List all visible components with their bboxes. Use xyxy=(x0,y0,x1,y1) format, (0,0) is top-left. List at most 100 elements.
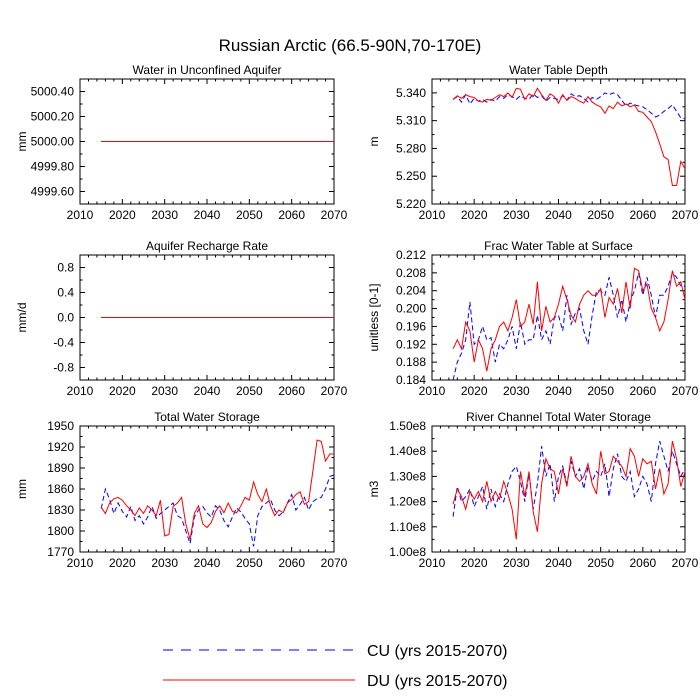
x-tick-label: 2030 xyxy=(151,384,178,398)
y-tick-label: 1.40e8 xyxy=(389,444,426,458)
panel-water-in-unconfined-aquifer: Water in Unconfined Aquifer 2010 2020 2030 2… xyxy=(15,63,348,222)
y-tick-label: 5000.00 xyxy=(31,135,75,149)
x-tick-label: 2010 xyxy=(419,556,446,570)
y-tick-label: 1800 xyxy=(47,524,74,538)
x-tick-label: 2060 xyxy=(629,556,656,570)
x-tick-label: 2070 xyxy=(672,556,699,570)
x-tick-label: 2040 xyxy=(194,384,221,398)
y-tick-label: 1920 xyxy=(47,440,74,454)
series-line-du xyxy=(100,439,334,540)
x-tick-label: 2060 xyxy=(629,384,656,398)
x-tick-label: 2010 xyxy=(67,208,94,222)
x-tick-label: 2020 xyxy=(461,384,488,398)
series-line-du xyxy=(452,267,686,372)
x-tick-label: 2040 xyxy=(545,556,572,570)
panels-container: Water in Unconfined Aquifer 2010 2020 2030 2… xyxy=(15,63,699,570)
x-tick-label: 2040 xyxy=(194,208,221,222)
x-tick-label: 2030 xyxy=(503,384,530,398)
y-tick-label: 1.50e8 xyxy=(389,419,426,433)
x-tick-label: 2020 xyxy=(461,556,488,570)
y-tick-label: 0.196 xyxy=(396,319,426,333)
panel-frac-water-table-at-surface: Frac Water Table at Surface 2010 2020 2030 2… xyxy=(367,239,699,398)
x-tick-label: 2040 xyxy=(194,556,221,570)
x-tick-label: 2060 xyxy=(278,556,305,570)
x-tick-label: 2050 xyxy=(236,556,263,570)
x-tick-label: 2070 xyxy=(672,208,699,222)
plot-frame xyxy=(431,78,686,205)
plot-frame xyxy=(79,425,335,553)
y-axis-label: m3 xyxy=(367,480,381,497)
y-tick-label: 1.30e8 xyxy=(389,469,426,483)
y-tick-label: 0.204 xyxy=(396,284,426,298)
x-tick-label: 2010 xyxy=(67,556,94,570)
y-tick-label: 0.208 xyxy=(396,266,426,280)
x-tick-label: 2030 xyxy=(151,556,178,570)
x-tick-label: 2010 xyxy=(67,384,94,398)
y-tick-label: -0.4 xyxy=(53,336,74,350)
x-tick-label: 2070 xyxy=(321,556,348,570)
panel-title: River Channel Total Water Storage xyxy=(466,410,651,424)
y-tick-label: 5.310 xyxy=(396,114,426,128)
y-tick-label: 5000.40 xyxy=(31,85,75,99)
y-tick-label: 0.212 xyxy=(396,248,426,262)
legend-label-du: DU (yrs 2015-2070) xyxy=(367,673,508,690)
panel-title: Water in Unconfined Aquifer xyxy=(133,63,282,77)
legend: CU (yrs 2015-2070) DU (yrs 2015-2070) xyxy=(163,643,508,690)
series-line-cu xyxy=(452,440,686,517)
y-tick-label: 4999.60 xyxy=(31,185,75,199)
x-tick-label: 2010 xyxy=(419,384,446,398)
y-tick-label: 0.188 xyxy=(396,355,426,369)
y-axis-label: mm/d xyxy=(15,303,29,333)
x-tick-label: 2030 xyxy=(503,556,530,570)
panel-water-table-depth: Water Table Depth 2010 2020 2030 2040 2050 206… xyxy=(367,63,699,222)
y-axis-label: mm xyxy=(15,132,29,152)
y-axis-label: mm xyxy=(15,479,29,499)
y-tick-label: 1.20e8 xyxy=(389,495,426,509)
y-tick-label: 5.280 xyxy=(396,141,426,155)
x-tick-label: 2060 xyxy=(278,208,305,222)
series-line-du xyxy=(452,87,686,186)
y-tick-label: 5.220 xyxy=(396,197,426,211)
y-tick-label: 0.4 xyxy=(57,286,74,300)
legend-label-cu: CU (yrs 2015-2070) xyxy=(367,643,508,660)
series-line-du xyxy=(452,440,686,540)
series-line-cu xyxy=(452,92,686,120)
x-tick-label: 2070 xyxy=(672,384,699,398)
y-tick-label: 1950 xyxy=(47,419,74,433)
y-tick-label: 1890 xyxy=(47,461,74,475)
plot-frame xyxy=(431,425,686,553)
y-tick-label: -0.8 xyxy=(53,361,74,375)
y-tick-label: 4999.80 xyxy=(31,160,75,174)
y-axis-label: unitless [0-1] xyxy=(367,283,381,351)
x-tick-label: 2040 xyxy=(545,384,572,398)
x-tick-label: 2020 xyxy=(109,384,136,398)
y-tick-label: 0.8 xyxy=(57,261,74,275)
figure-title: Russian Arctic (66.5-90N,70-170E) xyxy=(219,36,482,55)
y-axis-label: m xyxy=(367,137,381,147)
panel-title: Water Table Depth xyxy=(509,63,608,77)
x-tick-label: 2050 xyxy=(236,384,263,398)
x-tick-label: 2050 xyxy=(587,208,614,222)
x-tick-label: 2070 xyxy=(321,208,348,222)
x-tick-label: 2050 xyxy=(587,384,614,398)
y-tick-label: 1860 xyxy=(47,482,74,496)
plot-frame xyxy=(431,254,686,381)
panel-title: Total Water Storage xyxy=(154,410,260,424)
x-tick-label: 2020 xyxy=(461,208,488,222)
series-line-cu xyxy=(100,474,335,547)
x-tick-label: 2050 xyxy=(236,208,263,222)
panel-aquifer-recharge-rate: Aquifer Recharge Rate 2010 2020 2030 2040 205… xyxy=(15,239,348,398)
y-tick-label: 5.250 xyxy=(396,169,426,183)
x-tick-label: 2030 xyxy=(503,208,530,222)
y-tick-label: 1830 xyxy=(47,503,74,517)
y-tick-label: 0.184 xyxy=(396,373,426,387)
series-line-cu xyxy=(452,271,685,381)
y-tick-label: 1770 xyxy=(47,545,74,559)
x-tick-label: 2060 xyxy=(629,208,656,222)
x-tick-label: 2010 xyxy=(419,208,446,222)
x-tick-label: 2070 xyxy=(321,384,348,398)
x-tick-label: 2060 xyxy=(278,384,305,398)
panel-river-channel-total-water-storage: River Channel Total Water Storage 2010 202… xyxy=(367,410,699,570)
y-tick-label: 0.0 xyxy=(57,311,74,325)
